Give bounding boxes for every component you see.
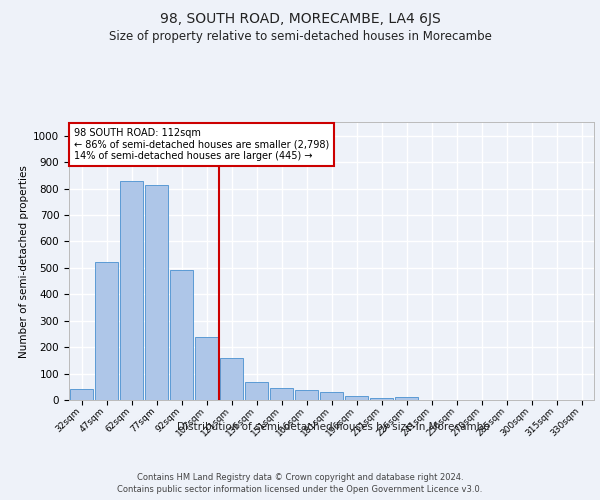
Y-axis label: Number of semi-detached properties: Number of semi-detached properties [19, 165, 29, 358]
Bar [395, 398, 418, 400]
Bar [345, 396, 368, 400]
Bar [145, 184, 168, 400]
Bar [95, 262, 118, 400]
Bar [220, 358, 243, 400]
Bar [295, 390, 318, 400]
Bar [70, 389, 93, 400]
Text: 98 SOUTH ROAD: 112sqm
← 86% of semi-detached houses are smaller (2,798)
14% of s: 98 SOUTH ROAD: 112sqm ← 86% of semi-deta… [74, 128, 329, 161]
Text: Size of property relative to semi-detached houses in Morecambe: Size of property relative to semi-detach… [109, 30, 491, 43]
Bar [370, 398, 393, 400]
Bar [170, 270, 193, 400]
Bar [245, 382, 268, 400]
Text: Contains HM Land Registry data © Crown copyright and database right 2024.
Contai: Contains HM Land Registry data © Crown c… [118, 472, 482, 494]
Bar [120, 180, 143, 400]
Bar [320, 392, 343, 400]
Bar [270, 388, 293, 400]
Text: Distribution of semi-detached houses by size in Morecambe: Distribution of semi-detached houses by … [176, 422, 490, 432]
Bar [195, 338, 218, 400]
Text: 98, SOUTH ROAD, MORECAMBE, LA4 6JS: 98, SOUTH ROAD, MORECAMBE, LA4 6JS [160, 12, 440, 26]
